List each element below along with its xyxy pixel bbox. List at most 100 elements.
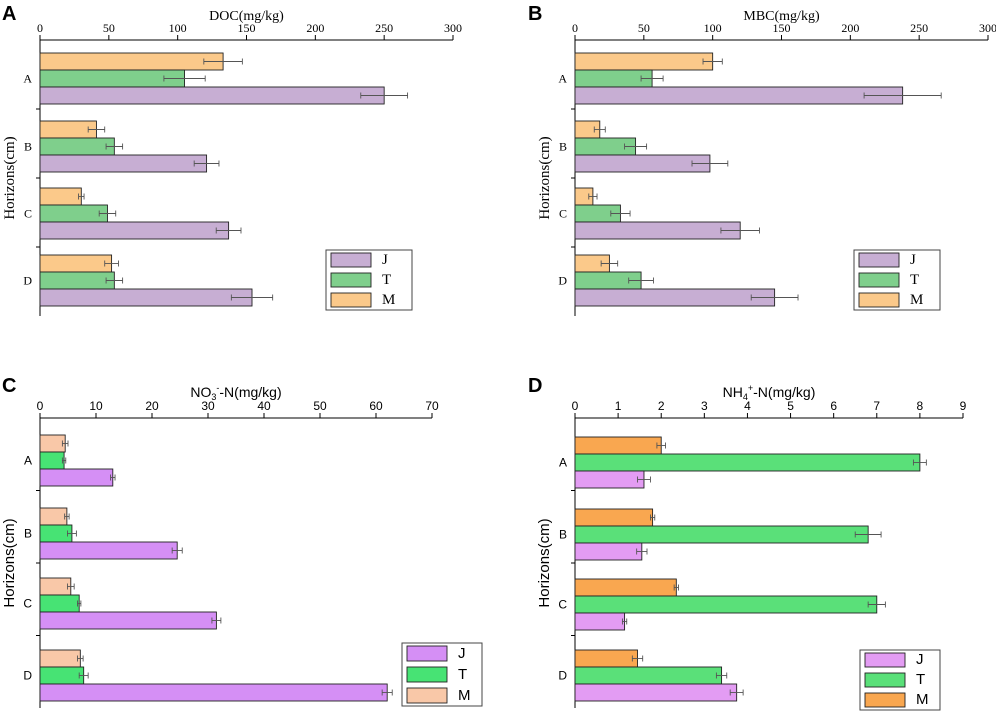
bar-t-a: [574, 453, 921, 472]
bar-m-d: [39, 254, 113, 273]
category-label: B: [559, 140, 567, 154]
panel-a: A DOC(mg/kg) 0 50 100 150 200 250 300 Horizons(cm…: [2, 3, 462, 316]
bar-t-a: [39, 69, 186, 88]
legend-label-m: M: [458, 687, 471, 704]
bar-m-c: [39, 577, 72, 596]
x-tick-label: 9: [960, 399, 967, 413]
legend-swatch-m: [864, 692, 906, 708]
category-label: D: [23, 669, 32, 683]
bar-j-a: [574, 470, 645, 489]
legend-label-j: J: [458, 645, 466, 662]
y-axis-label: Horizons(cm): [536, 518, 553, 607]
y-axis-label: Horizons(cm): [2, 136, 18, 219]
y-axis-label: Horizons(cm): [537, 136, 553, 219]
bar-m-a: [574, 436, 662, 455]
category-label: C: [23, 597, 32, 611]
legend-swatch-j: [330, 252, 372, 268]
bar-j-c: [574, 612, 626, 631]
bar-j-d: [39, 288, 253, 307]
x-tick-label: 150: [238, 21, 256, 35]
bar-m-d: [574, 649, 638, 668]
x-tick-label: 200: [841, 21, 859, 35]
legend-swatch-j: [406, 645, 448, 662]
category-label: C: [24, 207, 32, 221]
bar-m-a: [574, 52, 714, 71]
bar-m-b: [39, 507, 68, 526]
chart-title: MBC(mg/kg): [743, 9, 820, 24]
x-tick-label: 10: [89, 399, 103, 413]
legend-label-j: J: [382, 252, 388, 268]
x-tick-label: 8: [917, 399, 924, 413]
bar-m-a: [39, 434, 66, 453]
x-tick-label: 0: [37, 21, 43, 35]
bar-t-c: [39, 204, 108, 223]
legend-swatch-t: [330, 272, 372, 288]
x-tick-label: 6: [830, 399, 837, 413]
legend-label-j: J: [910, 252, 916, 268]
x-tick-label: 200: [306, 21, 324, 35]
legend-label-m: M: [910, 292, 923, 308]
category-label: B: [24, 140, 32, 154]
x-tick-label: 0: [572, 21, 578, 35]
bar-m-a: [39, 52, 224, 71]
x-tick-label: 4: [744, 399, 751, 413]
x-tick-label: 7: [873, 399, 880, 413]
legend-label-m: M: [916, 691, 929, 708]
x-tick-label: 30: [201, 399, 215, 413]
bar-t-d: [39, 271, 115, 290]
bar-t-b: [39, 137, 115, 156]
panel-label: D: [528, 375, 542, 397]
bar-j-d: [574, 683, 738, 702]
panel-label: C: [2, 375, 16, 397]
x-tick-label: 300: [979, 21, 996, 35]
category-label: A: [23, 72, 32, 86]
x-tick-label: 40: [257, 399, 271, 413]
legend-label-t: T: [382, 272, 391, 288]
bar-t-b: [574, 525, 869, 544]
legend-label-t: T: [458, 666, 467, 683]
bar-j-b: [574, 542, 643, 561]
x-tick-label: 250: [375, 21, 393, 35]
chart-title: NH4+-N(mg/kg): [723, 383, 816, 402]
panel-d: D NH4+-N(mg/kg) 0 1 2 3 4 5 6 7 8 9 Horizons(cm) A B C D…: [528, 375, 967, 711]
bar-m-d: [39, 649, 81, 668]
x-tick-label: 50: [638, 21, 650, 35]
legend-swatch-t: [406, 666, 448, 683]
bar-j-d: [574, 288, 776, 307]
x-tick-label: 3: [701, 399, 708, 413]
legend-label-m: M: [382, 292, 395, 308]
bar-t-d: [574, 666, 723, 685]
x-tick-label: 100: [704, 21, 722, 35]
x-tick-label: 0: [37, 399, 44, 413]
bar-m-c: [574, 578, 677, 597]
category-label: D: [558, 669, 567, 683]
bar-t-d: [39, 666, 85, 685]
x-tick-label: 150: [773, 21, 791, 35]
bar-j-a: [39, 86, 385, 105]
category-label: D: [23, 274, 32, 288]
bar-j-b: [39, 154, 208, 173]
legend-swatch-j: [858, 252, 900, 268]
category-label: C: [559, 207, 567, 221]
x-tick-label: 0: [572, 399, 579, 413]
legend-swatch-t: [864, 672, 906, 688]
x-tick-label: 50: [313, 399, 327, 413]
bar-j-a: [39, 468, 114, 487]
category-label: B: [24, 527, 32, 541]
x-tick-label: 300: [444, 21, 462, 35]
x-tick-label: 100: [169, 21, 187, 35]
x-tick-label: 250: [910, 21, 928, 35]
panel-label: A: [2, 3, 16, 25]
x-tick-label: 1: [615, 399, 622, 413]
category-label: B: [559, 528, 567, 542]
category-label: A: [559, 456, 567, 470]
x-tick-label: 5: [787, 399, 794, 413]
category-label: D: [558, 274, 567, 288]
legend-swatch-m: [406, 687, 448, 704]
bar-j-c: [39, 611, 217, 630]
legend-label-t: T: [910, 272, 919, 288]
chart-title: DOC(mg/kg): [209, 9, 284, 24]
bar-t-c: [574, 595, 878, 614]
bar-j-d: [39, 683, 388, 702]
